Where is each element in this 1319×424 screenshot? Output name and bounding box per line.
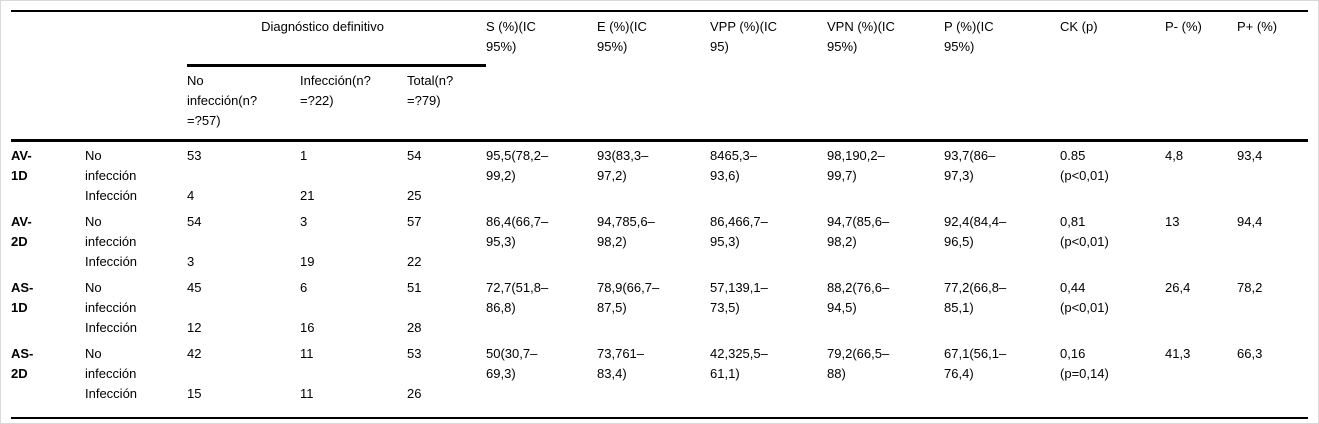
empty-header-cell [11,11,187,142]
count-no-infection-cell: 42 [187,345,202,361]
table-header: Diagnóstico definitivo S (%)(IC 95%) E (… [11,11,1308,142]
stat-vpn-cell: 98,190,2–99,7) [827,147,885,183]
count-infection-cell: 1 [300,147,308,163]
stat-e-cell: 93(83,3–97,2) [597,147,649,183]
count-no-infection-cell: 4 [187,187,195,203]
column-header-p-plus: P+ (%) [1237,11,1308,142]
count-total-cell: 53 [407,345,422,361]
column-header-precision: P (%)(IC 95%) [944,11,1061,142]
group-label-cell: Infección [85,253,138,269]
stat-p_plus-cell: 78,2 [1237,279,1263,295]
stat-ck-cell: 0,81 (p<0,01) [1060,213,1109,249]
stat-p_minus-cell: 41,3 [1165,345,1191,361]
table-header-group-row: Diagnóstico definitivo S (%)(IC 95%) E (… [11,11,1308,142]
count-total-cell: 51 [407,279,422,295]
stat-s-cell: 50(30,7–69,3) [486,345,538,381]
column-header-no-infection: No infección(n? =?57) [187,65,300,142]
count-no-infection-cell: 45 [187,279,202,295]
count-no-infection-cell: 15 [187,385,202,401]
stat-e-cell: 73,761–83,4) [597,345,645,381]
test-name-cell: AV-1D [11,147,32,183]
column-header-total: Total(n? =?79) [407,65,487,142]
count-total-cell: 22 [407,253,422,269]
count-infection-cell: 21 [300,187,315,203]
stat-vpp-cell: 8465,3–93,6) [710,147,758,183]
table-body: AV-1D No infección 53 1 54 95,5(78,2–99,2) 93(… [11,140,1308,418]
group-label-cell: No infección [85,213,137,249]
column-header-sensitivity: S (%)(IC 95%) [486,11,598,142]
test-name-cell: AS-1D [11,279,34,315]
count-infection-cell: 11 [300,385,314,401]
table-row: Infección 15 11 26 [11,384,1308,418]
group-label-cell: No infección [85,345,137,381]
stat-s-cell: 95,5(78,2–99,2) [486,147,549,183]
table-subheader-row: No infección(n? =?57) Infección(n? =?22)… [11,65,1308,142]
count-total-cell: 54 [407,147,422,163]
count-no-infection-cell: 3 [187,253,195,269]
count-no-infection-cell: 53 [187,147,202,163]
count-infection-cell: 19 [300,253,315,269]
stat-p-cell: 93,7(86–97,3) [944,147,996,183]
column-header-npv: VPN (%)(IC 95%) [827,11,945,142]
group-label-cell: Infección [85,385,138,401]
stat-ck-cell: 0.85 (p<0,01) [1060,147,1109,183]
stat-ck-cell: 0,44 (p<0,01) [1060,279,1109,315]
table-row: AS-1D No infección 45 6 51 72,7(51,8–86,8) 78,… [11,274,1308,318]
group-label-cell: No infección [85,147,137,183]
stat-p_plus-cell: 94,4 [1237,213,1263,229]
test-name-cell: AV-2D [11,213,32,249]
column-header-specificity: E (%)(IC 95%) [597,11,711,142]
count-total-cell: 57 [407,213,422,229]
stat-vpp-cell: 86,466,7–95,3) [710,213,768,249]
group-label-cell: Infección [85,319,138,335]
count-infection-cell: 11 [300,345,314,361]
stat-vpn-cell: 88,2(76,6–94,5) [827,279,890,315]
count-infection-cell: 6 [300,279,308,295]
stat-p-cell: 77,2(66,8–85,1) [944,279,1007,315]
stat-p_minus-cell: 26,4 [1165,279,1191,295]
stat-vpp-cell: 42,325,5–61,1) [710,345,768,381]
column-header-p-minus: P- (%) [1165,11,1238,142]
count-no-infection-cell: 12 [187,319,202,335]
count-infection-cell: 16 [300,319,315,335]
count-infection-cell: 3 [300,213,308,229]
diagnostic-accuracy-table: Diagnóstico definitivo S (%)(IC 95%) E (… [11,10,1308,419]
table-row: AV-2D No infección 54 3 57 86,4(66,7–95,3) 94,… [11,208,1308,252]
stat-vpp-cell: 57,139,1–73,5) [710,279,768,315]
stat-p_minus-cell: 13 [1165,213,1180,229]
stat-e-cell: 94,785,6–98,2) [597,213,655,249]
stat-p_minus-cell: 4,8 [1165,147,1184,163]
stat-p-cell: 92,4(84,4–96,5) [944,213,1007,249]
stat-vpn-cell: 79,2(66,5–88) [827,345,890,381]
stat-ck-cell: 0,16 (p=0,14) [1060,345,1109,381]
table-row: Infección 3 19 22 [11,252,1308,274]
column-header-infection: Infección(n? =?22) [300,65,407,142]
stat-p_plus-cell: 66,3 [1237,345,1263,361]
stat-s-cell: 86,4(66,7–95,3) [486,213,549,249]
stat-s-cell: 72,7(51,8–86,8) [486,279,549,315]
group-label-cell: Infección [85,187,138,203]
stat-e-cell: 78,9(66,7–87,5) [597,279,660,315]
count-total-cell: 26 [407,385,422,401]
test-name-cell: AS-2D [11,345,34,381]
stat-p_plus-cell: 93,4 [1237,147,1263,163]
table-row: Infección 4 21 25 [11,186,1308,208]
count-total-cell: 25 [407,187,422,203]
count-total-cell: 28 [407,319,422,335]
count-no-infection-cell: 54 [187,213,202,229]
group-label-cell: No infección [85,279,137,315]
column-header-ppv: VPP (%)(IC 95) [710,11,828,142]
table-row: AV-1D No infección 53 1 54 95,5(78,2–99,2) 93(… [11,140,1308,186]
column-group-definitive-diagnosis: Diagnóstico definitivo [187,11,487,67]
table-row: Infección 12 16 28 [11,318,1308,340]
column-header-kappa: CK (p) [1060,11,1166,142]
stat-p-cell: 67,1(56,1–76,4) [944,345,1007,381]
stat-vpn-cell: 94,7(85,6–98,2) [827,213,890,249]
table-row: AS-2D No infección 42 11 53 50(30,7–69,3) 73,7… [11,340,1308,384]
